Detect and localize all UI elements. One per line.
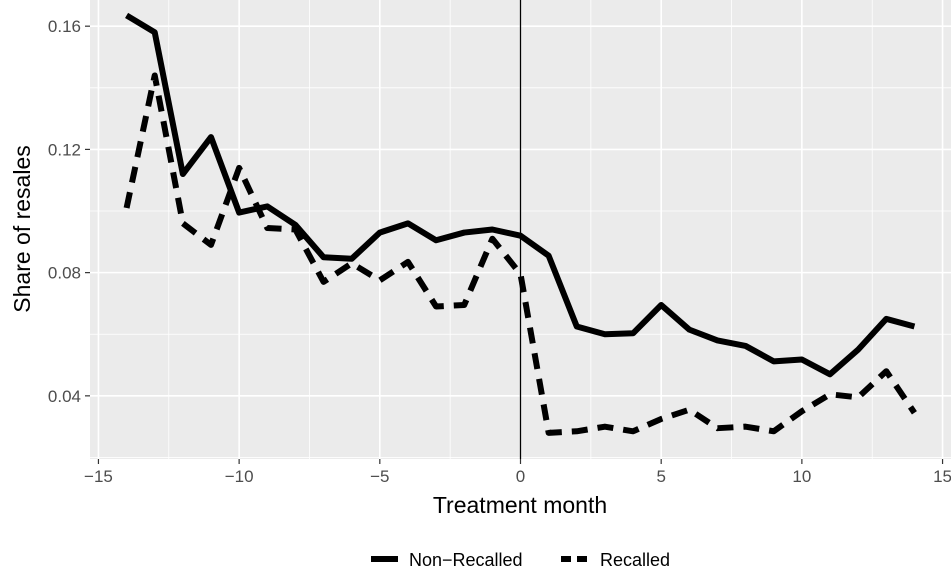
legend-label-recalled: Recalled [600, 550, 670, 570]
legend-label-non-recalled: Non−Recalled [409, 550, 523, 570]
y-tick-label: 0.12 [48, 140, 81, 159]
y-tick-label: 0.04 [48, 387, 81, 406]
y-tick-label: 0.08 [48, 264, 81, 283]
x-axis-title: Treatment month [433, 492, 607, 518]
x-tick-label: −10 [225, 467, 254, 486]
x-axis: −15 −10 −5 0 5 10 15 [84, 459, 951, 486]
x-tick-label: 0 [516, 467, 525, 486]
x-tick-label: 5 [656, 467, 665, 486]
x-tick-label: −15 [84, 467, 113, 486]
legend: Non−Recalled Recalled [371, 550, 670, 570]
y-axis-title: Share of resales [9, 145, 35, 312]
series-layer [123, 12, 917, 436]
x-tick-label: 15 [933, 467, 951, 486]
y-tick-label: 0.16 [48, 17, 81, 36]
x-tick-label: −5 [370, 467, 389, 486]
x-tick-label: 10 [792, 467, 811, 486]
y-axis: 0.04 0.08 0.12 0.16 [48, 17, 90, 406]
series-line-recalled [123, 72, 917, 436]
